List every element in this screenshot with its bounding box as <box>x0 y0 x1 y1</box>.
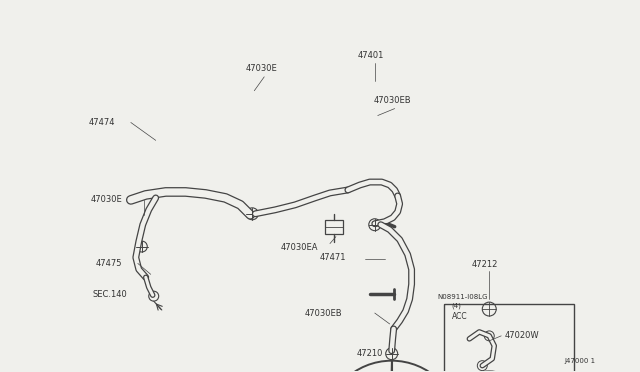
Text: 47030EB: 47030EB <box>374 96 412 105</box>
Bar <box>444 304 574 372</box>
Text: 47030EB: 47030EB <box>305 308 342 318</box>
Text: (4): (4) <box>451 303 461 310</box>
Text: 47475: 47475 <box>96 259 122 268</box>
Bar <box>325 220 343 234</box>
Text: 47030E: 47030E <box>91 195 123 204</box>
Text: 47212: 47212 <box>471 260 498 269</box>
Text: J47000 1: J47000 1 <box>564 358 595 364</box>
Text: N08911-I08LG: N08911-I08LG <box>438 294 488 300</box>
Text: 47210: 47210 <box>356 349 383 358</box>
Text: 47030EA: 47030EA <box>280 243 317 252</box>
Text: 47474: 47474 <box>89 118 115 127</box>
Text: 47401: 47401 <box>358 51 384 61</box>
Text: SEC.140: SEC.140 <box>93 290 128 299</box>
Text: 47471: 47471 <box>320 253 346 262</box>
Text: 47030E: 47030E <box>245 64 277 73</box>
Text: 47020W: 47020W <box>504 331 539 340</box>
Text: ACC: ACC <box>452 311 468 321</box>
